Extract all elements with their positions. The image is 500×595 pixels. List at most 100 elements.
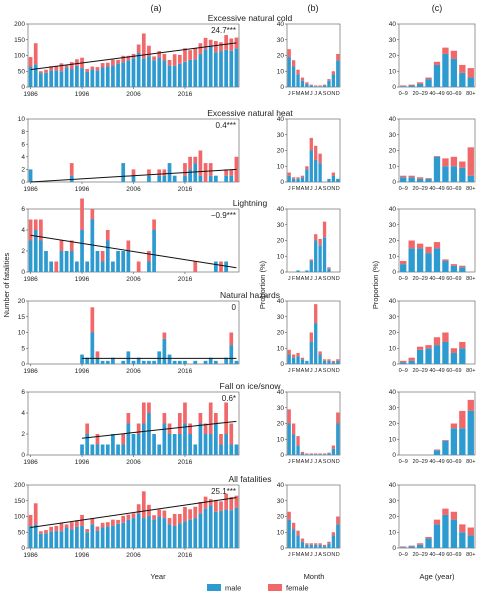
- bar-male: [442, 166, 449, 182]
- bar-male: [450, 166, 458, 182]
- bar-female: [213, 41, 218, 53]
- month-tick-label: M: [305, 368, 310, 374]
- bar-female: [136, 44, 141, 53]
- bar-male: [141, 423, 146, 455]
- age-axis-ytick-label: 0: [392, 545, 396, 552]
- bar-male: [111, 261, 115, 272]
- month-tick-label: D: [336, 459, 340, 465]
- bar-male: [305, 83, 309, 87]
- month-axis-frame: [286, 208, 341, 273]
- age-axis-ytick-label: 40: [389, 116, 397, 123]
- month-tick-label: A: [301, 91, 305, 97]
- age-tick-label: 20–29: [412, 91, 427, 97]
- y-title-years: Number of fatalities: [2, 252, 11, 317]
- bar-male: [467, 77, 474, 87]
- bar-male: [54, 70, 59, 87]
- bar-male: [331, 74, 336, 87]
- bar-female: [442, 259, 449, 261]
- bar-male: [152, 60, 156, 87]
- bar-male: [85, 71, 90, 87]
- bar-male: [331, 448, 336, 455]
- bar-male: [136, 434, 141, 455]
- bar-female: [59, 240, 64, 251]
- bar-female: [126, 514, 131, 520]
- bar-male: [69, 251, 74, 272]
- bar-male: [193, 59, 198, 87]
- bar-female: [141, 33, 146, 59]
- bar-male: [121, 251, 126, 272]
- month-tick-label: J: [314, 552, 317, 558]
- year-tick-label: 1996: [75, 186, 90, 193]
- bar-male: [172, 525, 177, 548]
- month-tick-label: D: [336, 368, 340, 374]
- bar-female: [459, 64, 466, 73]
- year-tick-label: 1996: [75, 91, 90, 98]
- bar-male: [322, 454, 327, 455]
- bar-male: [90, 524, 95, 548]
- bar-female: [198, 43, 203, 54]
- bar-female: [126, 240, 131, 251]
- bar-female: [331, 445, 336, 449]
- bar-female: [69, 62, 74, 70]
- bar-female: [336, 412, 340, 424]
- bar-male: [314, 454, 318, 455]
- month-tick-label: D: [336, 186, 340, 192]
- bar-male: [121, 62, 126, 87]
- bar-male: [296, 74, 300, 87]
- bar-female: [59, 523, 64, 532]
- month-tick-label: M: [305, 552, 310, 558]
- bar-female: [224, 493, 228, 510]
- bar-female: [416, 543, 424, 545]
- bar-male: [213, 423, 218, 455]
- bar-female: [433, 337, 441, 346]
- bar-female: [49, 526, 54, 532]
- bar-male: [28, 525, 33, 548]
- bar-male: [147, 413, 151, 455]
- bar-male: [64, 527, 69, 548]
- bar-female: [126, 55, 131, 61]
- bar-male: [287, 57, 291, 87]
- bar-female: [136, 504, 141, 514]
- bar-male: [309, 454, 313, 455]
- month-axis-ytick-label: 0: [280, 545, 284, 552]
- bar-female: [459, 265, 466, 268]
- years-axis-frame: [27, 300, 240, 365]
- chart-title: Excessive natural cold: [208, 13, 293, 23]
- years-axis-ytick-label: 50: [18, 529, 26, 536]
- bar-male: [193, 444, 198, 455]
- bar-male: [162, 338, 167, 364]
- bar-male: [121, 522, 126, 548]
- year-tick-label: 2016: [178, 91, 193, 98]
- years-axis-ytick-label: 0: [21, 545, 25, 552]
- years-axis-ytick-label: 2: [21, 431, 25, 438]
- bar-female: [157, 51, 162, 58]
- age-axis-ytick-label: 20: [389, 421, 397, 428]
- bar-female: [305, 82, 309, 84]
- bar-male: [85, 357, 90, 364]
- bar-female: [287, 349, 291, 355]
- bar-female: [408, 84, 415, 86]
- bar-male: [33, 524, 38, 548]
- years-axis-ytick-label: 150: [14, 498, 25, 505]
- bar-male: [305, 360, 309, 364]
- age-tick-label: 80+: [466, 276, 475, 282]
- bar-male: [167, 524, 172, 548]
- years-axis-ytick-label: 4: [21, 227, 25, 234]
- bar-male: [296, 535, 300, 548]
- bar-female: [105, 522, 110, 527]
- bar-female: [467, 68, 474, 78]
- month-axis-ytick-label: 10: [277, 436, 285, 443]
- bar-female: [416, 82, 424, 84]
- bar-female: [44, 530, 48, 534]
- bar-male: [141, 518, 146, 548]
- years-axis-ytick-label: 0: [21, 269, 25, 276]
- bar-male: [336, 423, 340, 455]
- bar-female: [69, 240, 74, 251]
- bar-female: [100, 251, 105, 262]
- bar-male: [39, 73, 43, 87]
- month-tick-label: J: [288, 186, 291, 192]
- bar-female: [121, 515, 126, 523]
- month-tick-label: D: [336, 91, 340, 97]
- bar-male: [309, 544, 313, 548]
- month-tick-label: M: [296, 459, 301, 465]
